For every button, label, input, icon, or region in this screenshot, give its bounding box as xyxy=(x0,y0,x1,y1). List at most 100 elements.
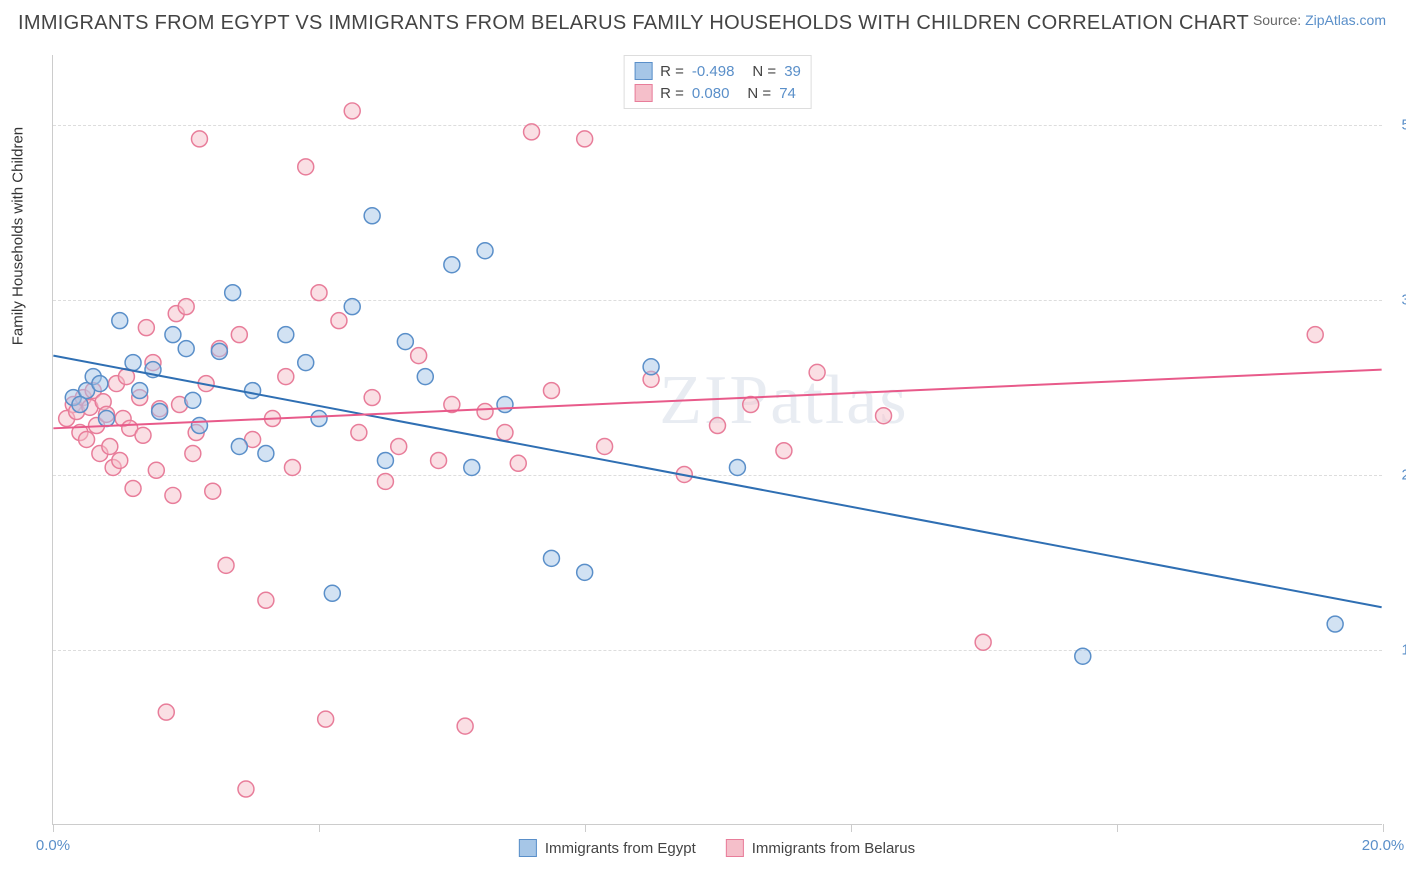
data-point xyxy=(218,557,234,573)
data-point xyxy=(152,404,168,420)
data-point xyxy=(284,459,300,475)
legend-swatch xyxy=(726,839,744,857)
data-point xyxy=(311,411,327,427)
data-point xyxy=(1307,327,1323,343)
legend-swatch xyxy=(634,84,652,102)
data-point xyxy=(238,781,254,797)
data-point xyxy=(351,425,367,441)
data-point xyxy=(245,383,261,399)
data-point xyxy=(112,452,128,468)
source-prefix: Source: xyxy=(1253,12,1305,28)
data-point xyxy=(344,103,360,119)
data-point xyxy=(577,564,593,580)
legend-r-label: R = xyxy=(660,85,684,102)
data-point xyxy=(411,348,427,364)
legend-label: Immigrants from Belarus xyxy=(752,840,915,857)
data-point xyxy=(643,359,659,375)
legend-row: R = -0.498 N = 39 xyxy=(634,60,801,82)
chart-source: Source: ZipAtlas.com xyxy=(1253,12,1386,28)
data-point xyxy=(776,443,792,459)
data-point xyxy=(477,243,493,259)
data-point xyxy=(231,327,247,343)
data-point xyxy=(125,480,141,496)
legend-n-value: 39 xyxy=(784,63,801,80)
legend-series: Immigrants from Egypt Immigrants from Be… xyxy=(519,839,915,857)
y-tick-label: 12.5% xyxy=(1401,642,1406,659)
data-point xyxy=(258,592,274,608)
x-tick xyxy=(53,824,54,832)
legend-r-label: R = xyxy=(660,63,684,80)
data-point xyxy=(710,418,726,434)
data-point xyxy=(158,704,174,720)
data-point xyxy=(185,445,201,461)
trend-line xyxy=(53,356,1381,608)
data-point xyxy=(876,408,892,424)
data-point xyxy=(225,285,241,301)
data-point xyxy=(477,404,493,420)
legend-n-label: N = xyxy=(747,85,771,102)
data-point xyxy=(364,390,380,406)
chart-container: ZIPatlas R = -0.498 N = 39 R = 0.080 N =… xyxy=(52,55,1382,825)
data-point xyxy=(1075,648,1091,664)
y-axis-label: Family Households with Children xyxy=(10,127,27,345)
chart-title: IMMIGRANTS FROM EGYPT VS IMMIGRANTS FROM… xyxy=(18,12,1249,35)
x-tick xyxy=(1383,824,1384,832)
data-point xyxy=(729,459,745,475)
data-point xyxy=(1327,616,1343,632)
data-point xyxy=(298,159,314,175)
x-tick xyxy=(319,824,320,832)
data-point xyxy=(92,376,108,392)
data-point xyxy=(457,718,473,734)
data-point xyxy=(132,383,148,399)
data-point xyxy=(464,459,480,475)
data-point xyxy=(344,299,360,315)
data-point xyxy=(231,439,247,455)
data-point xyxy=(431,452,447,468)
legend-swatch xyxy=(634,62,652,80)
data-point xyxy=(524,124,540,140)
data-point xyxy=(543,550,559,566)
data-point xyxy=(324,585,340,601)
x-tick xyxy=(1117,824,1118,832)
y-tick-label: 37.5% xyxy=(1401,292,1406,309)
plot-area: ZIPatlas R = -0.498 N = 39 R = 0.080 N =… xyxy=(52,55,1382,825)
chart-header: IMMIGRANTS FROM EGYPT VS IMMIGRANTS FROM… xyxy=(0,0,1406,35)
legend-r-value: -0.498 xyxy=(692,63,735,80)
scatter-svg xyxy=(53,55,1382,824)
data-point xyxy=(185,392,201,408)
x-tick xyxy=(585,824,586,832)
legend-item: Immigrants from Egypt xyxy=(519,839,696,857)
data-point xyxy=(497,397,513,413)
data-point xyxy=(510,455,526,471)
legend-correlation: R = -0.498 N = 39 R = 0.080 N = 74 xyxy=(623,55,812,109)
data-point xyxy=(397,334,413,350)
data-point xyxy=(377,452,393,468)
data-point xyxy=(148,462,164,478)
y-tick-label: 50.0% xyxy=(1401,117,1406,134)
legend-r-value: 0.080 xyxy=(692,85,730,102)
data-point xyxy=(743,397,759,413)
legend-row: R = 0.080 N = 74 xyxy=(634,82,801,104)
data-point xyxy=(191,418,207,434)
data-point xyxy=(112,313,128,329)
data-point xyxy=(165,327,181,343)
data-point xyxy=(138,320,154,336)
x-tick xyxy=(851,824,852,832)
data-point xyxy=(79,432,95,448)
data-point xyxy=(102,439,118,455)
data-point xyxy=(417,369,433,385)
legend-n-label: N = xyxy=(752,63,776,80)
data-point xyxy=(975,634,991,650)
data-point xyxy=(444,257,460,273)
data-point xyxy=(543,383,559,399)
source-link[interactable]: ZipAtlas.com xyxy=(1305,12,1386,28)
legend-swatch xyxy=(519,839,537,857)
x-tick-label: 0.0% xyxy=(36,837,70,854)
data-point xyxy=(178,299,194,315)
data-point xyxy=(135,427,151,443)
data-point xyxy=(165,487,181,503)
data-point xyxy=(211,343,227,359)
data-point xyxy=(258,445,274,461)
legend-n-value: 74 xyxy=(779,85,796,102)
data-point xyxy=(125,355,141,371)
